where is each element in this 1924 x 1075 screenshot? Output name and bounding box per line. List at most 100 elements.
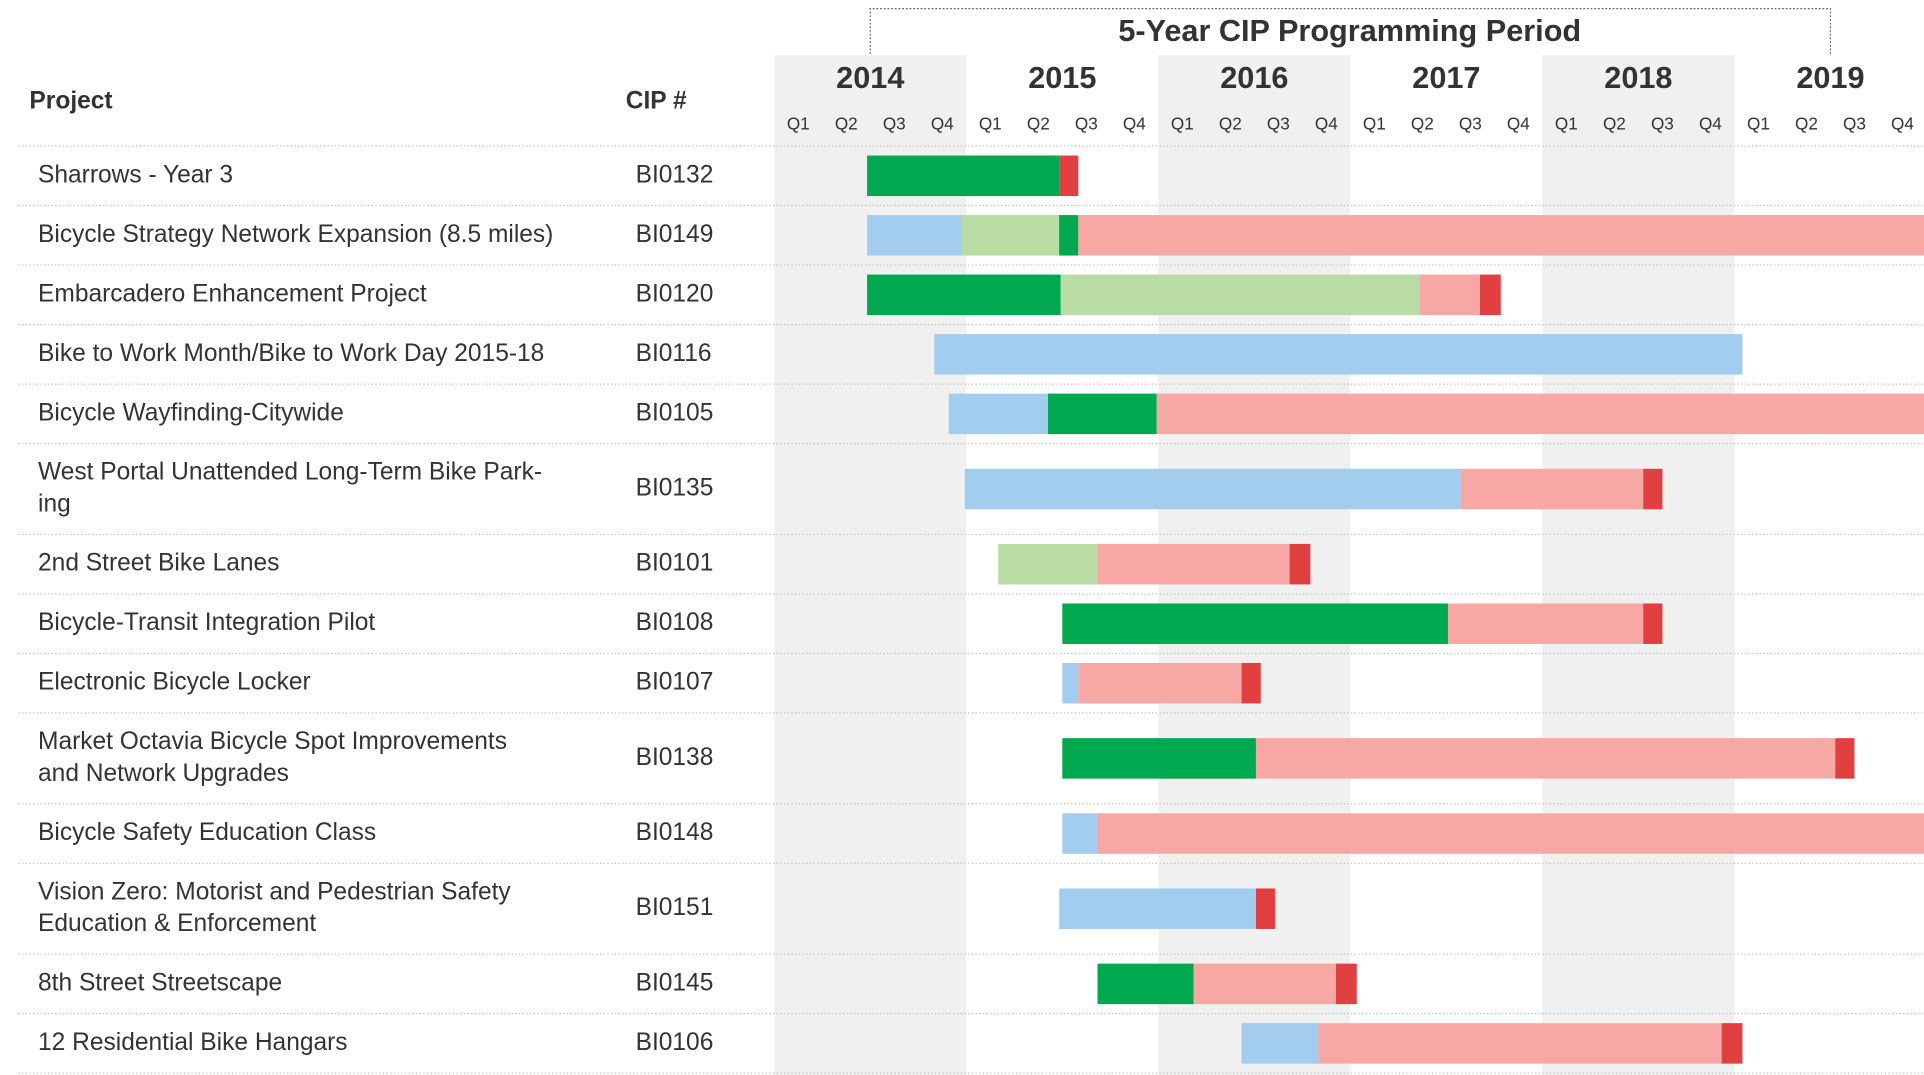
quarter-label: Q4 (1315, 114, 1338, 134)
gantt-segment (1059, 215, 1079, 256)
row-lines (18, 145, 1924, 1074)
gantt-segment (1059, 155, 1079, 197)
cip-number: BI0101 (636, 550, 714, 577)
gantt-segment (1241, 1023, 1319, 1064)
gantt-segment (1419, 274, 1480, 316)
cip-number: BI0149 (636, 221, 714, 248)
cip-number: BI0106 (636, 1029, 714, 1056)
project-name: 2nd Street Bike Lanes (38, 550, 279, 577)
quarter-label: Q1 (979, 114, 1002, 134)
quarter-label: Q3 (1267, 114, 1290, 134)
column-header: Project (29, 87, 112, 114)
gantt-segment (934, 334, 1743, 375)
gantt-segment (1193, 963, 1336, 1005)
gantt-segment (867, 274, 1061, 316)
quarter-label: Q1 (1747, 114, 1770, 134)
quarter-label: Q3 (1459, 114, 1482, 134)
gantt-segment (1097, 963, 1194, 1005)
project-name: Market Octavia Bicycle Spot Improvements (38, 728, 507, 755)
gantt-segment (1078, 215, 1924, 256)
bars (867, 155, 1924, 1064)
gantt-segment (1097, 813, 1924, 854)
quarter-label: Q1 (1363, 114, 1386, 134)
quarter-label: Q2 (835, 114, 858, 134)
quarter-label: Q1 (787, 114, 810, 134)
year-label: 2017 (1412, 61, 1480, 95)
gantt-segment (961, 215, 1060, 256)
cip-number: BI0148 (636, 819, 714, 846)
year-band (1542, 55, 1735, 1075)
cip-number: BI0107 (636, 669, 714, 696)
project-name: Embarcadero Enhancement Project (38, 280, 427, 307)
quarter-label: Q2 (1219, 114, 1242, 134)
gantt-segment (1447, 603, 1644, 644)
cip-number: BI0145 (636, 969, 714, 996)
quarter-label: Q2 (1603, 114, 1626, 134)
cip-number: BI0151 (636, 894, 714, 921)
gantt-segment (1059, 888, 1256, 929)
project-name: and Network Upgrades (38, 760, 289, 787)
gantt-segment (948, 393, 1048, 435)
project-name: 12 Residential Bike Hangars (38, 1029, 348, 1056)
project-name: Bike to Work Month/Bike to Work Day 2015… (38, 340, 544, 367)
gantt-segment (1835, 738, 1855, 779)
gantt-segment (964, 468, 1461, 510)
gantt-segment (867, 215, 962, 256)
gantt-segment (1479, 274, 1501, 316)
project-name: Vision Zero: Motorist and Pedestrian Saf… (38, 878, 511, 905)
cip-number: BI0132 (636, 161, 714, 188)
cip-number: BI0120 (636, 280, 714, 307)
quarter-label: Q3 (1075, 114, 1098, 134)
year-label: 2015 (1028, 61, 1096, 95)
project-name: Education & Enforcement (38, 910, 316, 937)
quarter-label: Q4 (1891, 114, 1914, 134)
quarter-label: Q2 (1795, 114, 1818, 134)
project-name: West Portal Unattended Long-Term Bike Pa… (38, 459, 542, 486)
gantt-segment (998, 543, 1098, 585)
quarter-label: Q3 (883, 114, 906, 134)
cip-number: BI0135 (636, 475, 714, 502)
year-label: 2014 (836, 61, 904, 95)
gantt-segment (1060, 274, 1420, 316)
gantt-segment (1643, 468, 1663, 510)
quarter-label: Q2 (1027, 114, 1050, 134)
quarter-label: Q2 (1411, 114, 1434, 134)
chart-title: 5-Year CIP Programming Period (1118, 14, 1581, 48)
project-name: Sharrows - Year 3 (38, 161, 233, 188)
gantt-segment (1255, 888, 1276, 929)
year-label: 2016 (1220, 61, 1288, 95)
gantt-segment (1062, 813, 1098, 854)
project-name: Bicycle Safety Education Class (38, 819, 376, 846)
year-label: 2018 (1604, 61, 1672, 95)
gantt-segment (1078, 662, 1242, 704)
column-header: CIP # (626, 87, 687, 114)
quarter-label: Q4 (1123, 114, 1146, 134)
cip-number: BI0108 (636, 609, 714, 636)
gantt-segment (1643, 603, 1663, 644)
gantt-segment (1460, 468, 1644, 510)
gantt-segment (1062, 738, 1256, 779)
gantt-segment (1062, 603, 1448, 644)
quarter-label: Q4 (1507, 114, 1530, 134)
gantt-segment (867, 155, 1060, 197)
quarter-label: Q4 (931, 114, 954, 134)
gantt-segment (1156, 393, 1924, 435)
project-name: Bicycle Strategy Network Expansion (8.5 … (38, 221, 553, 248)
project-name: Bicycle Wayfinding-Citywide (38, 399, 344, 426)
gantt-segment (1047, 393, 1157, 435)
gantt-segment (1318, 1023, 1722, 1064)
quarter-label: Q4 (1699, 114, 1722, 134)
year-band (774, 55, 967, 1075)
project-name: Bicycle-Transit Integration Pilot (38, 609, 375, 636)
year-label: 2019 (1796, 61, 1864, 95)
quarter-label: Q3 (1651, 114, 1674, 134)
gantt-segment (1721, 1023, 1743, 1064)
gantt-segment (1289, 543, 1311, 585)
quarter-label: Q3 (1843, 114, 1866, 134)
cip-number: BI0138 (636, 744, 714, 771)
gantt-segment (1097, 543, 1290, 585)
cip-number: BI0116 (636, 340, 712, 367)
gantt-segment (1241, 662, 1261, 704)
gantt-segment (1255, 738, 1836, 779)
